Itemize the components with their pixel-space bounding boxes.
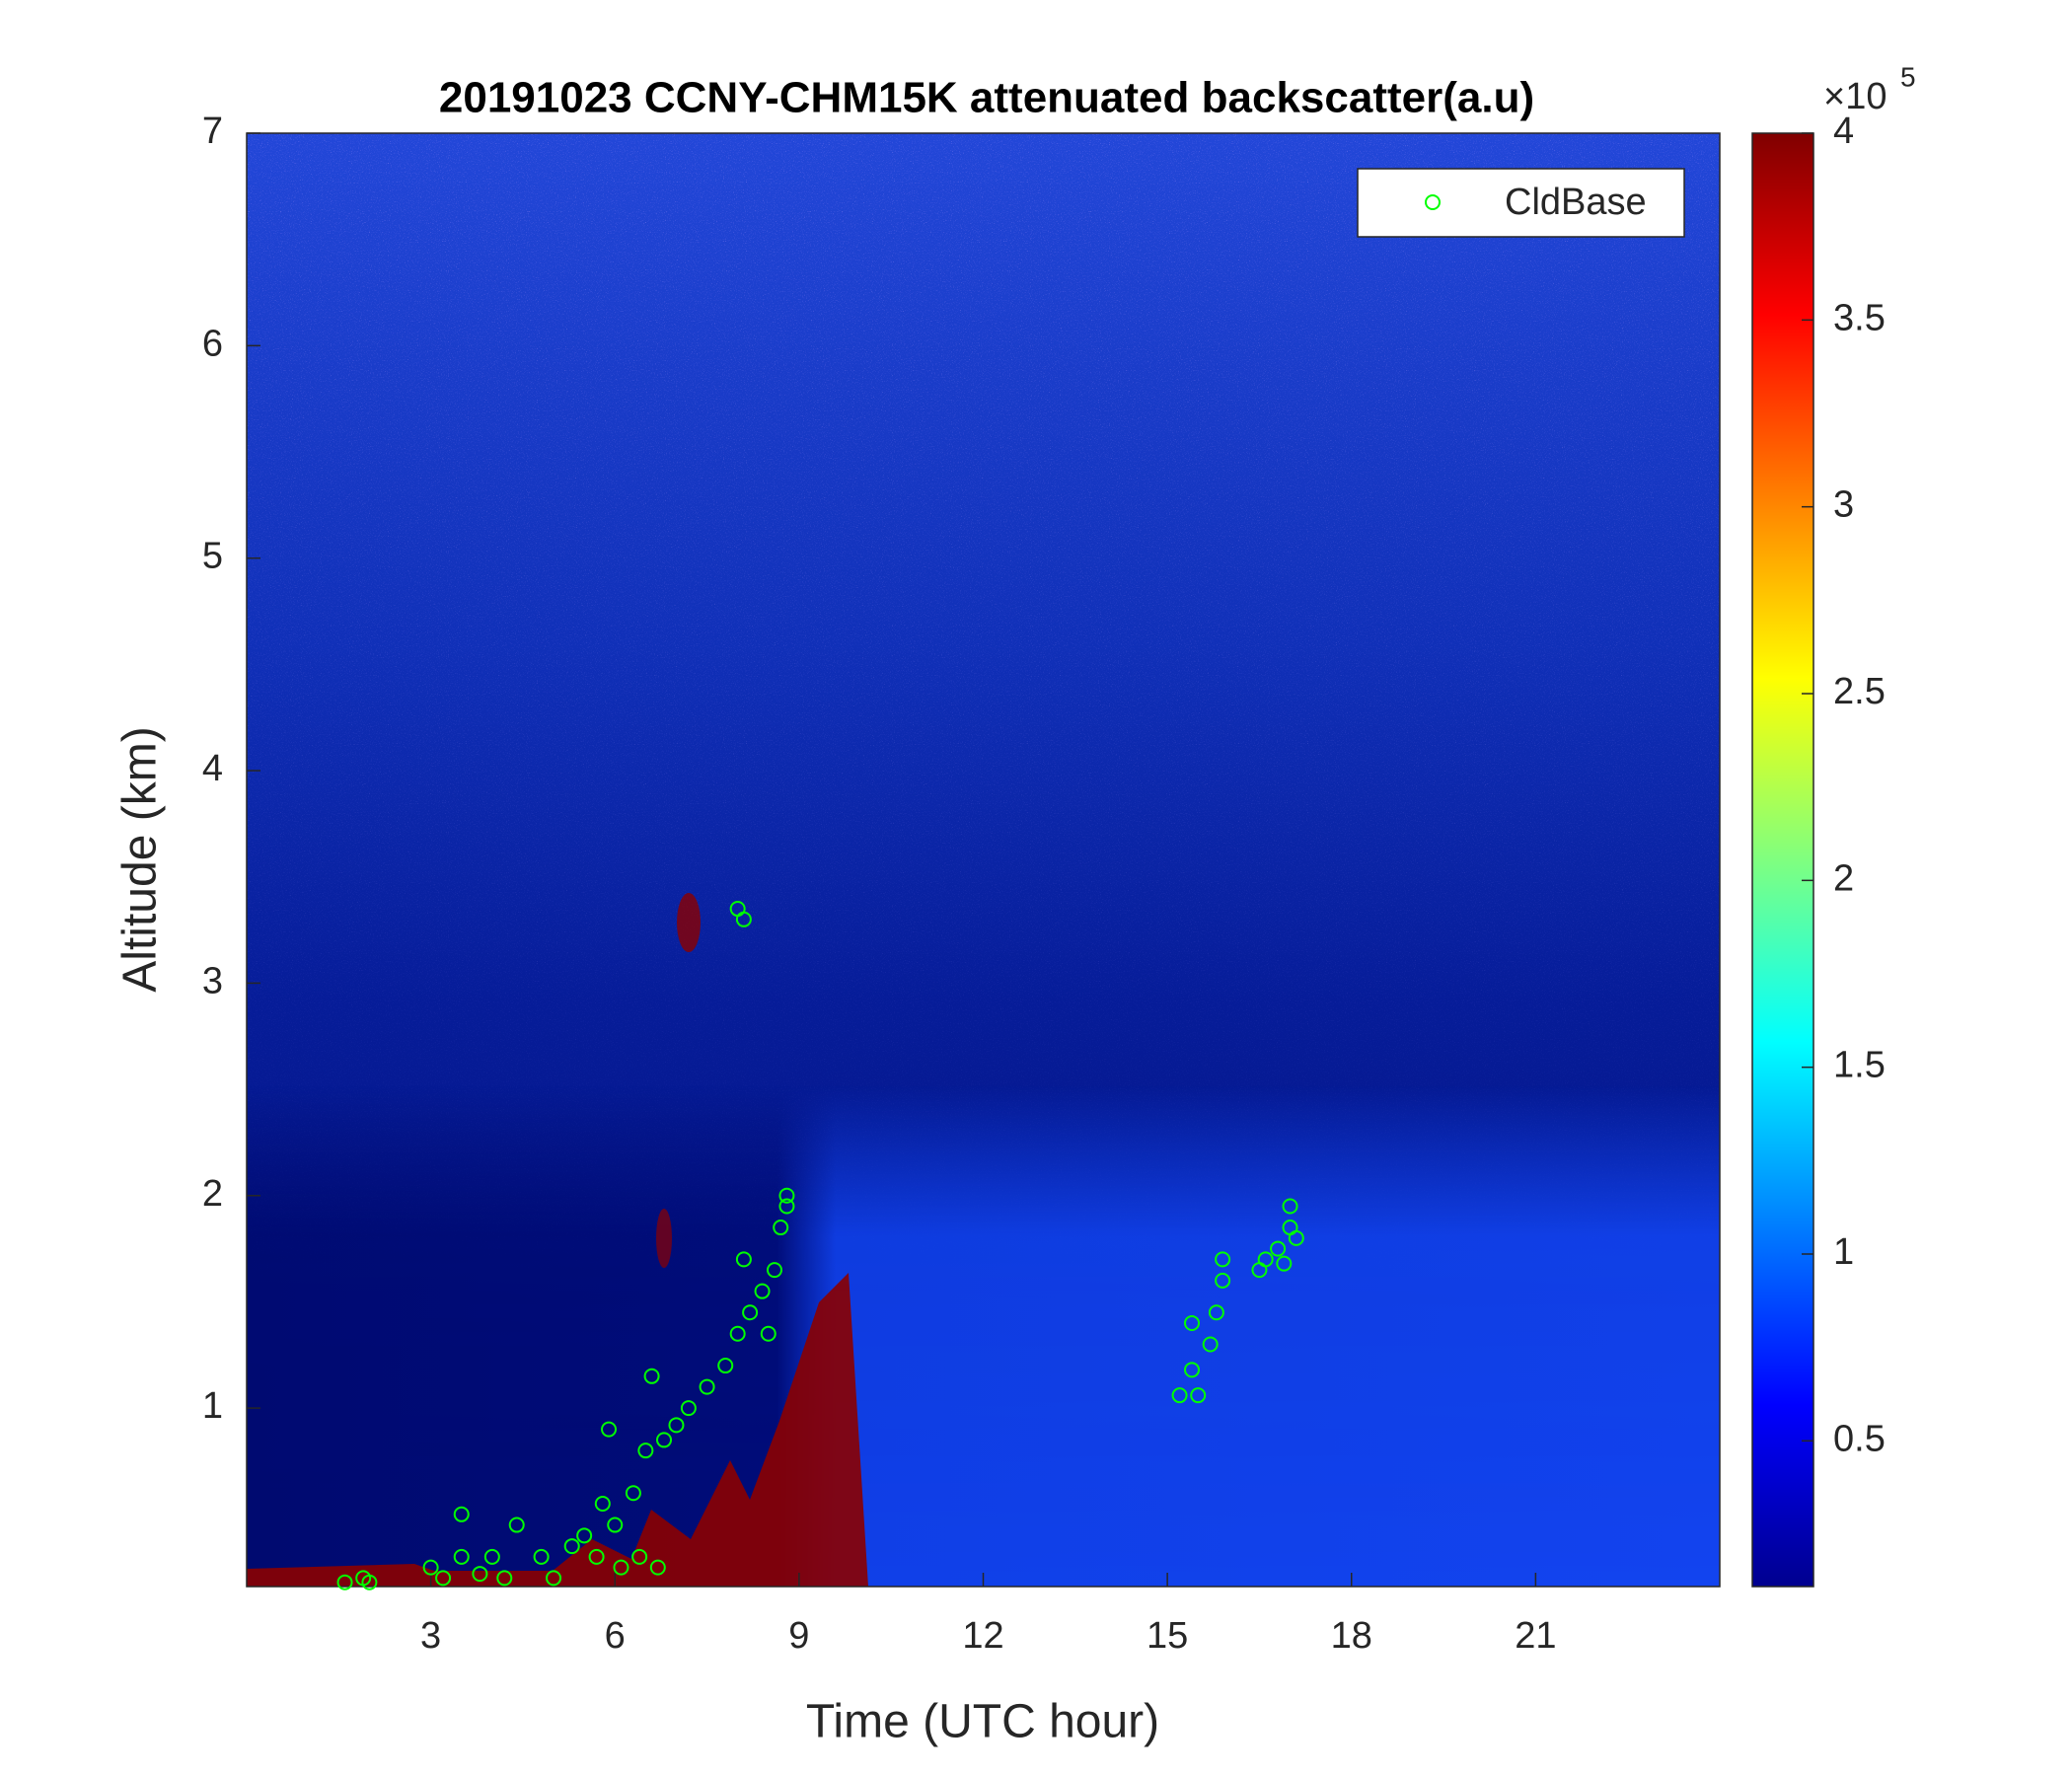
backscatter-image — [247, 133, 1720, 1587]
cloud-base-point — [625, 1485, 641, 1502]
cloud-base-point — [601, 1421, 618, 1438]
x-tick-label: 21 — [1515, 1615, 1556, 1657]
legend: CldBase — [1357, 168, 1685, 238]
x-tick-label: 3 — [420, 1615, 441, 1657]
y-axis-label: Altitude (km) — [114, 726, 167, 992]
x-tick-label: 6 — [605, 1615, 626, 1657]
y-tick-label: 7 — [202, 111, 223, 152]
cloud-base-point — [1215, 1272, 1231, 1289]
cloud-base-point — [643, 1368, 660, 1384]
colorbar — [1751, 132, 1814, 1588]
cloud-base-point — [1282, 1198, 1298, 1215]
cloud-base-point — [778, 1187, 795, 1204]
colorbar-tick-label: 0.5 — [1833, 1418, 1886, 1459]
colorbar-tick-label: 1.5 — [1833, 1045, 1886, 1086]
cloud-base-point — [742, 1304, 759, 1321]
x-tick-label: 18 — [1331, 1615, 1372, 1657]
chart-title: 20191023 CCNY-CHM15K attenuated backscat… — [439, 74, 1534, 122]
cloud-base-point — [336, 1574, 353, 1591]
colorbar-tick-label: 3.5 — [1833, 297, 1886, 338]
cloud-base-point — [680, 1400, 697, 1417]
cloud-base-point — [607, 1517, 624, 1533]
cloud-base-point — [508, 1517, 525, 1533]
colorbar-tick-label: 2 — [1833, 857, 1854, 899]
cloud-base-point — [453, 1548, 470, 1565]
legend-label: CldBase — [1505, 182, 1647, 223]
y-tick-label: 4 — [202, 748, 223, 789]
colorbar-multiplier: ×10 — [1823, 76, 1887, 117]
colorbar-tick-label: 2.5 — [1833, 671, 1886, 712]
x-tick-label: 12 — [962, 1615, 1003, 1657]
cloud-base-point — [1208, 1304, 1224, 1321]
cloud-base-point — [637, 1443, 654, 1459]
y-tick-label: 2 — [202, 1173, 223, 1215]
cloud-base-point — [699, 1378, 715, 1395]
cloud-base-point — [649, 1559, 666, 1576]
cloud-base-point — [1184, 1314, 1201, 1331]
cloud-base-point — [453, 1506, 470, 1522]
legend-symbol — [1425, 194, 1441, 210]
legend-box — [1357, 168, 1685, 238]
y-tick-label: 3 — [202, 960, 223, 1001]
cloud-base-point — [422, 1559, 439, 1576]
cloud-base-point — [1202, 1336, 1219, 1353]
cloud-base-point — [656, 1432, 673, 1448]
x-tick-label: 9 — [788, 1615, 809, 1657]
cloud-base-point — [496, 1570, 513, 1587]
cloud-base-point — [754, 1283, 771, 1299]
cloud-base-point — [1288, 1229, 1304, 1246]
colorbar-tick-label: 1 — [1833, 1231, 1854, 1273]
colorbar-exponent: 5 — [1900, 61, 1916, 92]
cloud-base-point — [1270, 1240, 1287, 1257]
x-tick-label: 15 — [1147, 1615, 1188, 1657]
cloud-base-point — [533, 1548, 550, 1565]
cloud-base-point — [668, 1417, 685, 1434]
cloud-base-point — [729, 1325, 746, 1342]
cloud-base-point — [773, 1220, 789, 1236]
cloud-base-point — [546, 1570, 562, 1587]
cloud-base-point — [717, 1358, 734, 1374]
cloud-base-point — [435, 1570, 452, 1587]
cloud-base-point — [588, 1548, 605, 1565]
cloud-base-point — [735, 911, 752, 927]
cloud-base-point — [760, 1325, 777, 1342]
cloud-base-point — [766, 1262, 782, 1279]
colorbar-tick-label: 3 — [1833, 484, 1854, 526]
cloud-base-point — [594, 1496, 611, 1513]
cloud-base-point — [1190, 1387, 1207, 1404]
x-axis-label: Time (UTC hour) — [806, 1696, 1159, 1748]
cloud-base-point — [483, 1548, 500, 1565]
cloud-base-point — [778, 1198, 795, 1215]
cloud-base-point — [361, 1574, 378, 1591]
cloud-base-point — [1184, 1362, 1201, 1378]
cloud-base-point — [1276, 1255, 1293, 1272]
y-tick-label: 6 — [202, 323, 223, 364]
colorbar-tick-label: 4 — [1833, 111, 1854, 152]
cloud-base-point — [563, 1538, 580, 1555]
cloud-base-point — [1257, 1251, 1274, 1268]
cloud-base-point — [613, 1559, 629, 1576]
cloud-base-point — [1171, 1387, 1188, 1404]
y-tick-label: 5 — [202, 536, 223, 577]
cloud-base-point — [631, 1548, 648, 1565]
cloud-base-point — [735, 1251, 752, 1268]
cloud-base-point — [1215, 1251, 1231, 1268]
cloud-base-point — [576, 1527, 593, 1544]
y-tick-label: 1 — [202, 1385, 223, 1427]
cloud-base-point — [472, 1566, 488, 1583]
